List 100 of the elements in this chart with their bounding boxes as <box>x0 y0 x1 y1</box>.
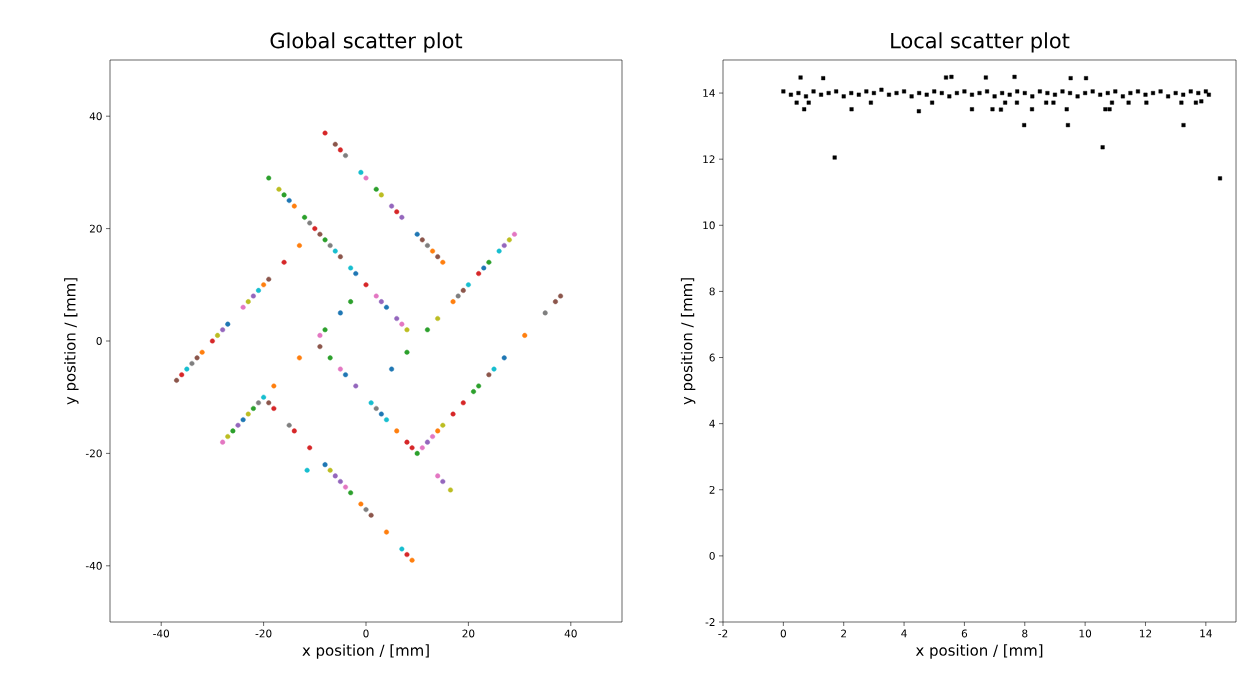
point <box>378 299 384 305</box>
point <box>276 186 282 192</box>
x-tick-label: 4 <box>901 629 907 638</box>
point <box>261 394 267 400</box>
point <box>235 422 241 428</box>
point <box>343 372 349 378</box>
point <box>511 231 517 237</box>
point <box>491 366 497 372</box>
point <box>322 237 328 243</box>
point <box>447 487 453 493</box>
point <box>404 349 410 355</box>
point <box>337 254 343 260</box>
point <box>363 282 369 288</box>
y-axis-title: y position / [mm] <box>64 278 79 405</box>
y-tick-label: 4 <box>709 419 715 428</box>
point <box>296 242 302 248</box>
point <box>281 259 287 265</box>
point <box>353 271 359 277</box>
y-tick-label: 2 <box>709 485 715 494</box>
y-tick-label: 8 <box>709 287 715 296</box>
point <box>322 462 328 468</box>
point <box>481 265 487 271</box>
point <box>266 175 272 181</box>
point <box>409 557 415 563</box>
point <box>240 304 246 310</box>
point <box>184 366 190 372</box>
y-tick-label: 14 <box>703 89 715 97</box>
x-tick-label: 0 <box>363 629 369 638</box>
point <box>250 293 256 299</box>
point <box>394 316 400 322</box>
point <box>255 400 261 406</box>
point <box>348 490 354 496</box>
point <box>174 377 180 383</box>
point <box>225 434 231 440</box>
y-tick-label: -40 <box>85 561 102 570</box>
point <box>383 529 389 535</box>
point <box>460 400 466 406</box>
y-tick-label: -2 <box>705 618 715 626</box>
point <box>302 214 308 220</box>
point <box>455 293 461 299</box>
point <box>435 316 441 322</box>
point <box>304 467 310 473</box>
point <box>358 501 364 507</box>
x-tick-label: -40 <box>153 629 170 638</box>
point <box>291 428 297 434</box>
x-tick-label: 12 <box>1139 629 1152 638</box>
point <box>394 428 400 434</box>
point <box>383 417 389 423</box>
point <box>281 192 287 198</box>
point <box>389 203 395 209</box>
point <box>506 237 512 243</box>
y-tick-label: 40 <box>89 112 102 121</box>
point <box>404 439 410 445</box>
point <box>414 450 420 456</box>
point <box>322 327 328 333</box>
point <box>363 507 369 513</box>
x-tick-label: 8 <box>1022 629 1028 638</box>
point <box>378 411 384 417</box>
point <box>348 265 354 271</box>
y-tick-label: 6 <box>709 353 715 362</box>
point <box>245 411 251 417</box>
x-tick-label: 14 <box>1200 629 1212 638</box>
point <box>414 231 420 237</box>
point <box>199 349 205 355</box>
y-tick-label: 0 <box>96 337 102 345</box>
point <box>522 332 528 338</box>
point <box>373 405 379 411</box>
point <box>307 445 313 451</box>
point <box>343 153 349 159</box>
point <box>389 366 395 372</box>
y-tick-label: 10 <box>703 221 715 230</box>
point <box>558 293 564 299</box>
point <box>440 259 446 265</box>
point <box>424 327 430 333</box>
chart-title: Global scatter plot <box>270 32 463 53</box>
point <box>332 473 338 479</box>
point <box>255 287 261 293</box>
point <box>266 400 272 406</box>
point <box>230 428 236 434</box>
point <box>194 355 200 361</box>
x-axis-title: x position / [mm] <box>302 644 429 659</box>
point <box>337 147 343 153</box>
x-tick-label: 10 <box>1079 629 1092 638</box>
chart-title: Local scatter plot <box>891 32 1070 53</box>
point <box>476 271 482 277</box>
point <box>440 479 446 484</box>
point <box>399 321 405 327</box>
point <box>225 321 231 327</box>
point <box>261 282 267 288</box>
x-tick-label: 20 <box>462 629 475 638</box>
point <box>189 360 195 366</box>
point <box>317 332 323 338</box>
x-tick-label: 6 <box>961 629 968 638</box>
y-tick-label: 0 <box>709 551 715 560</box>
y-axis-title: y position / [mm] <box>680 278 696 405</box>
point <box>552 299 558 305</box>
y-tick-label: -20 <box>85 449 102 458</box>
point <box>179 372 185 378</box>
point <box>220 327 226 333</box>
point <box>476 383 482 389</box>
